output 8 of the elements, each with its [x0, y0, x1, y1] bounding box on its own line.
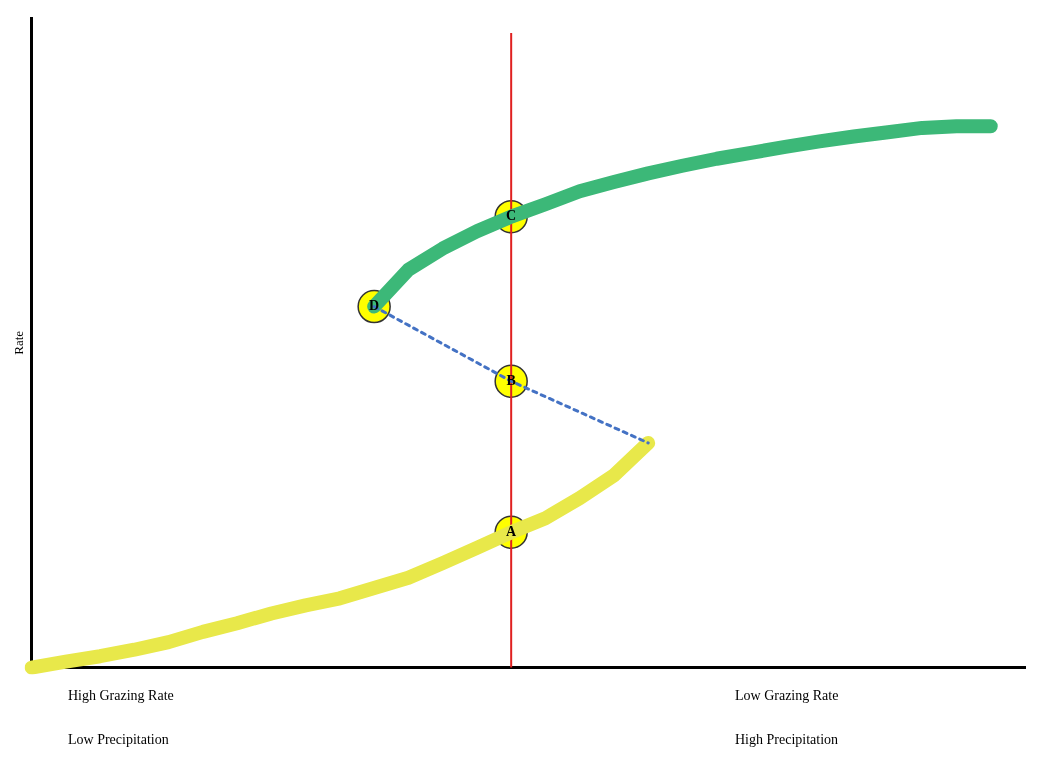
- text: Low Precipitation: [68, 732, 170, 748]
- text: Low Grazing Rate: [735, 688, 840, 704]
- annotation: C: [506, 208, 517, 224]
- text: High Grazing Rate: [68, 688, 175, 704]
- annotation: A: [506, 523, 518, 539]
- y-axis-title: Rate: [11, 330, 27, 355]
- text: High Precipitation: [735, 732, 840, 748]
- annotation: D: [369, 298, 380, 314]
